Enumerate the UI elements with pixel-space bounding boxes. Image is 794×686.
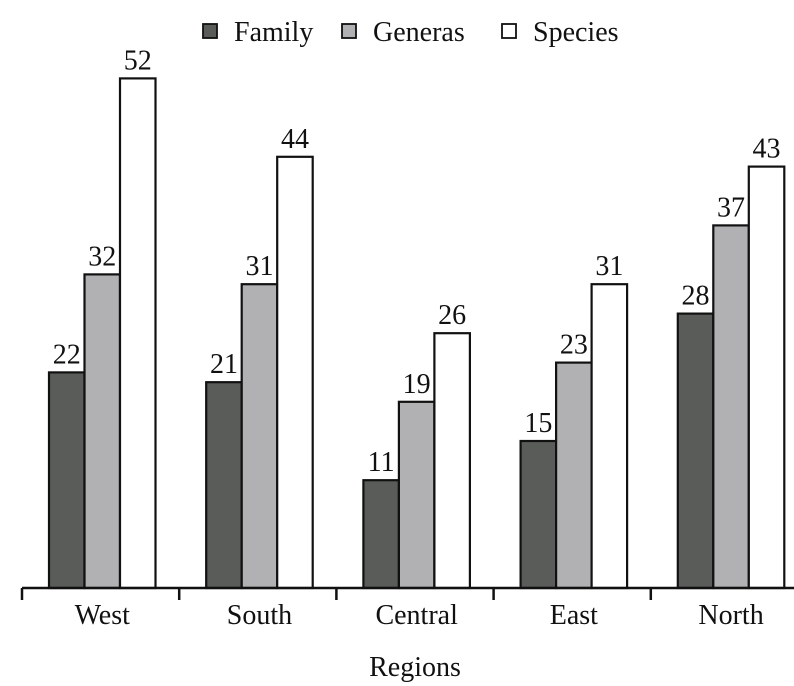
bar-north-species (747, 165, 786, 590)
x-axis: West South Central East North (20, 586, 794, 631)
bars-group (47, 77, 786, 590)
bar-central-generas (397, 400, 436, 590)
legend-label-family: Family (234, 17, 313, 48)
bar-west-species (118, 77, 157, 590)
data-label-east-family: 15 (524, 408, 552, 439)
data-label-west-family: 22 (53, 339, 81, 370)
bar-south-generas (240, 283, 279, 590)
bar-central-species (433, 332, 471, 590)
data-label-north-family: 28 (682, 281, 710, 312)
legend-swatch-family (202, 23, 218, 39)
legend-label-species: Species (533, 17, 619, 48)
data-label-east-species: 31 (595, 251, 623, 282)
legend-swatch-generas (341, 23, 357, 39)
bar-north-family (676, 312, 715, 590)
data-label-north-species: 43 (753, 134, 781, 165)
data-label-north-generas: 37 (717, 192, 745, 223)
bar-north-generas (712, 224, 750, 590)
bar-west-family (47, 371, 86, 590)
data-label-east-generas: 23 (560, 330, 588, 361)
data-label-south-species: 44 (281, 124, 309, 155)
data-label-central-generas: 19 (403, 369, 431, 400)
legend-label-generas: Generas (373, 17, 465, 48)
x-tick-label-south: South (227, 600, 292, 631)
data-label-south-generas: 31 (245, 251, 273, 282)
bar-east-species (590, 283, 629, 590)
bar-east-generas (554, 361, 593, 590)
legend: Family Generas Species (202, 17, 619, 48)
x-tick-label-west: West (75, 600, 131, 631)
data-label-central-family: 11 (368, 447, 395, 478)
x-tick-label-east: East (550, 600, 598, 631)
bar-south-species (276, 155, 314, 590)
bar-central-family (362, 479, 400, 590)
data-labels-group: 22 32 52 21 31 44 11 19 26 15 23 31 28 37 43 (53, 45, 781, 478)
x-tick-label-north: North (698, 600, 763, 631)
x-tick-label-central: Central (375, 600, 458, 631)
bar-south-family (205, 381, 243, 590)
x-axis-title: Regions (369, 652, 461, 683)
data-label-west-species: 52 (124, 45, 152, 76)
bar-east-family (519, 439, 558, 590)
data-label-west-generas: 32 (88, 241, 116, 272)
data-label-south-family: 21 (210, 349, 238, 380)
legend-swatch-species (501, 23, 517, 39)
data-label-central-species: 26 (438, 300, 466, 331)
bar-west-generas (83, 273, 122, 590)
